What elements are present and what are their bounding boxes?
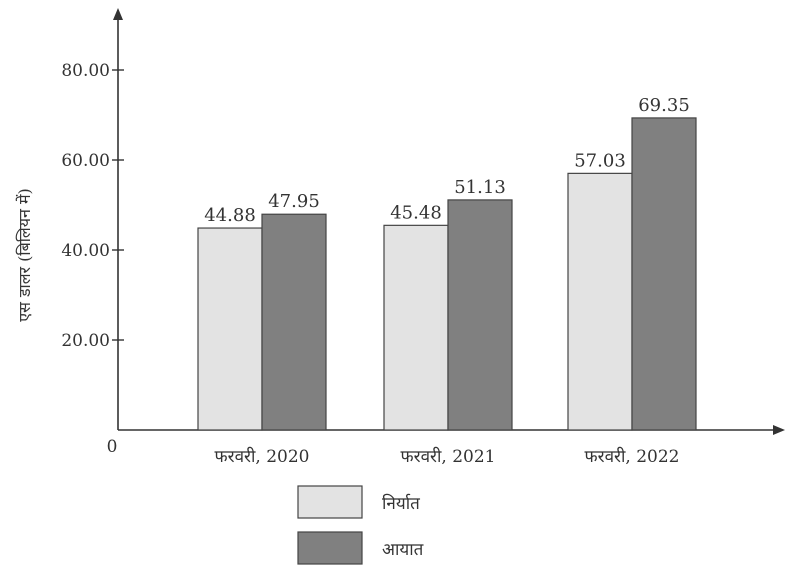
- legend-label-import: आयात: [382, 540, 424, 560]
- data-label: 47.95: [268, 191, 320, 212]
- bars: 44.88 47.95 45.48 51.13 57.03 69.35: [197, 95, 697, 431]
- data-label: 57.03: [574, 150, 626, 171]
- x-tick-label: फरवरी, 2022: [585, 446, 680, 467]
- bar-export-1: [383, 224, 449, 431]
- y-tick-label: 40.00: [61, 241, 110, 261]
- data-label: 44.88: [204, 205, 256, 226]
- category-labels: फरवरी, 2020 फरवरी, 2021 फरवरी, 2022: [215, 446, 680, 467]
- y-tick-label: 60.00: [61, 151, 110, 171]
- legend: निर्यात आयात: [297, 485, 424, 565]
- y-tick-label: 20.00: [61, 331, 110, 351]
- y-axis-label: एस डालर (बिलियन में): [15, 188, 34, 322]
- y-ticks: 20.00 40.00 60.00 80.00: [61, 61, 124, 351]
- x-tick-label: फरवरी, 2021: [401, 446, 496, 467]
- x-tick-label: फरवरी, 2020: [215, 446, 310, 467]
- y-axis-arrow: [113, 8, 123, 20]
- x-axis-arrow: [773, 425, 785, 435]
- bar-import-1: [447, 199, 513, 431]
- bar-import-0: [261, 213, 327, 431]
- legend-label-export: निर्यात: [382, 493, 420, 514]
- data-label: 51.13: [454, 177, 506, 198]
- legend-swatch-import: [297, 531, 363, 565]
- bar-export-2: [567, 172, 633, 431]
- y-tick-label: 80.00: [61, 61, 110, 81]
- legend-swatch-export: [297, 485, 363, 519]
- data-label: 69.35: [638, 95, 690, 116]
- bar-export-0: [197, 227, 263, 431]
- origin-label: 0: [107, 437, 118, 457]
- data-label: 45.48: [390, 202, 442, 223]
- bar-import-2: [631, 117, 697, 431]
